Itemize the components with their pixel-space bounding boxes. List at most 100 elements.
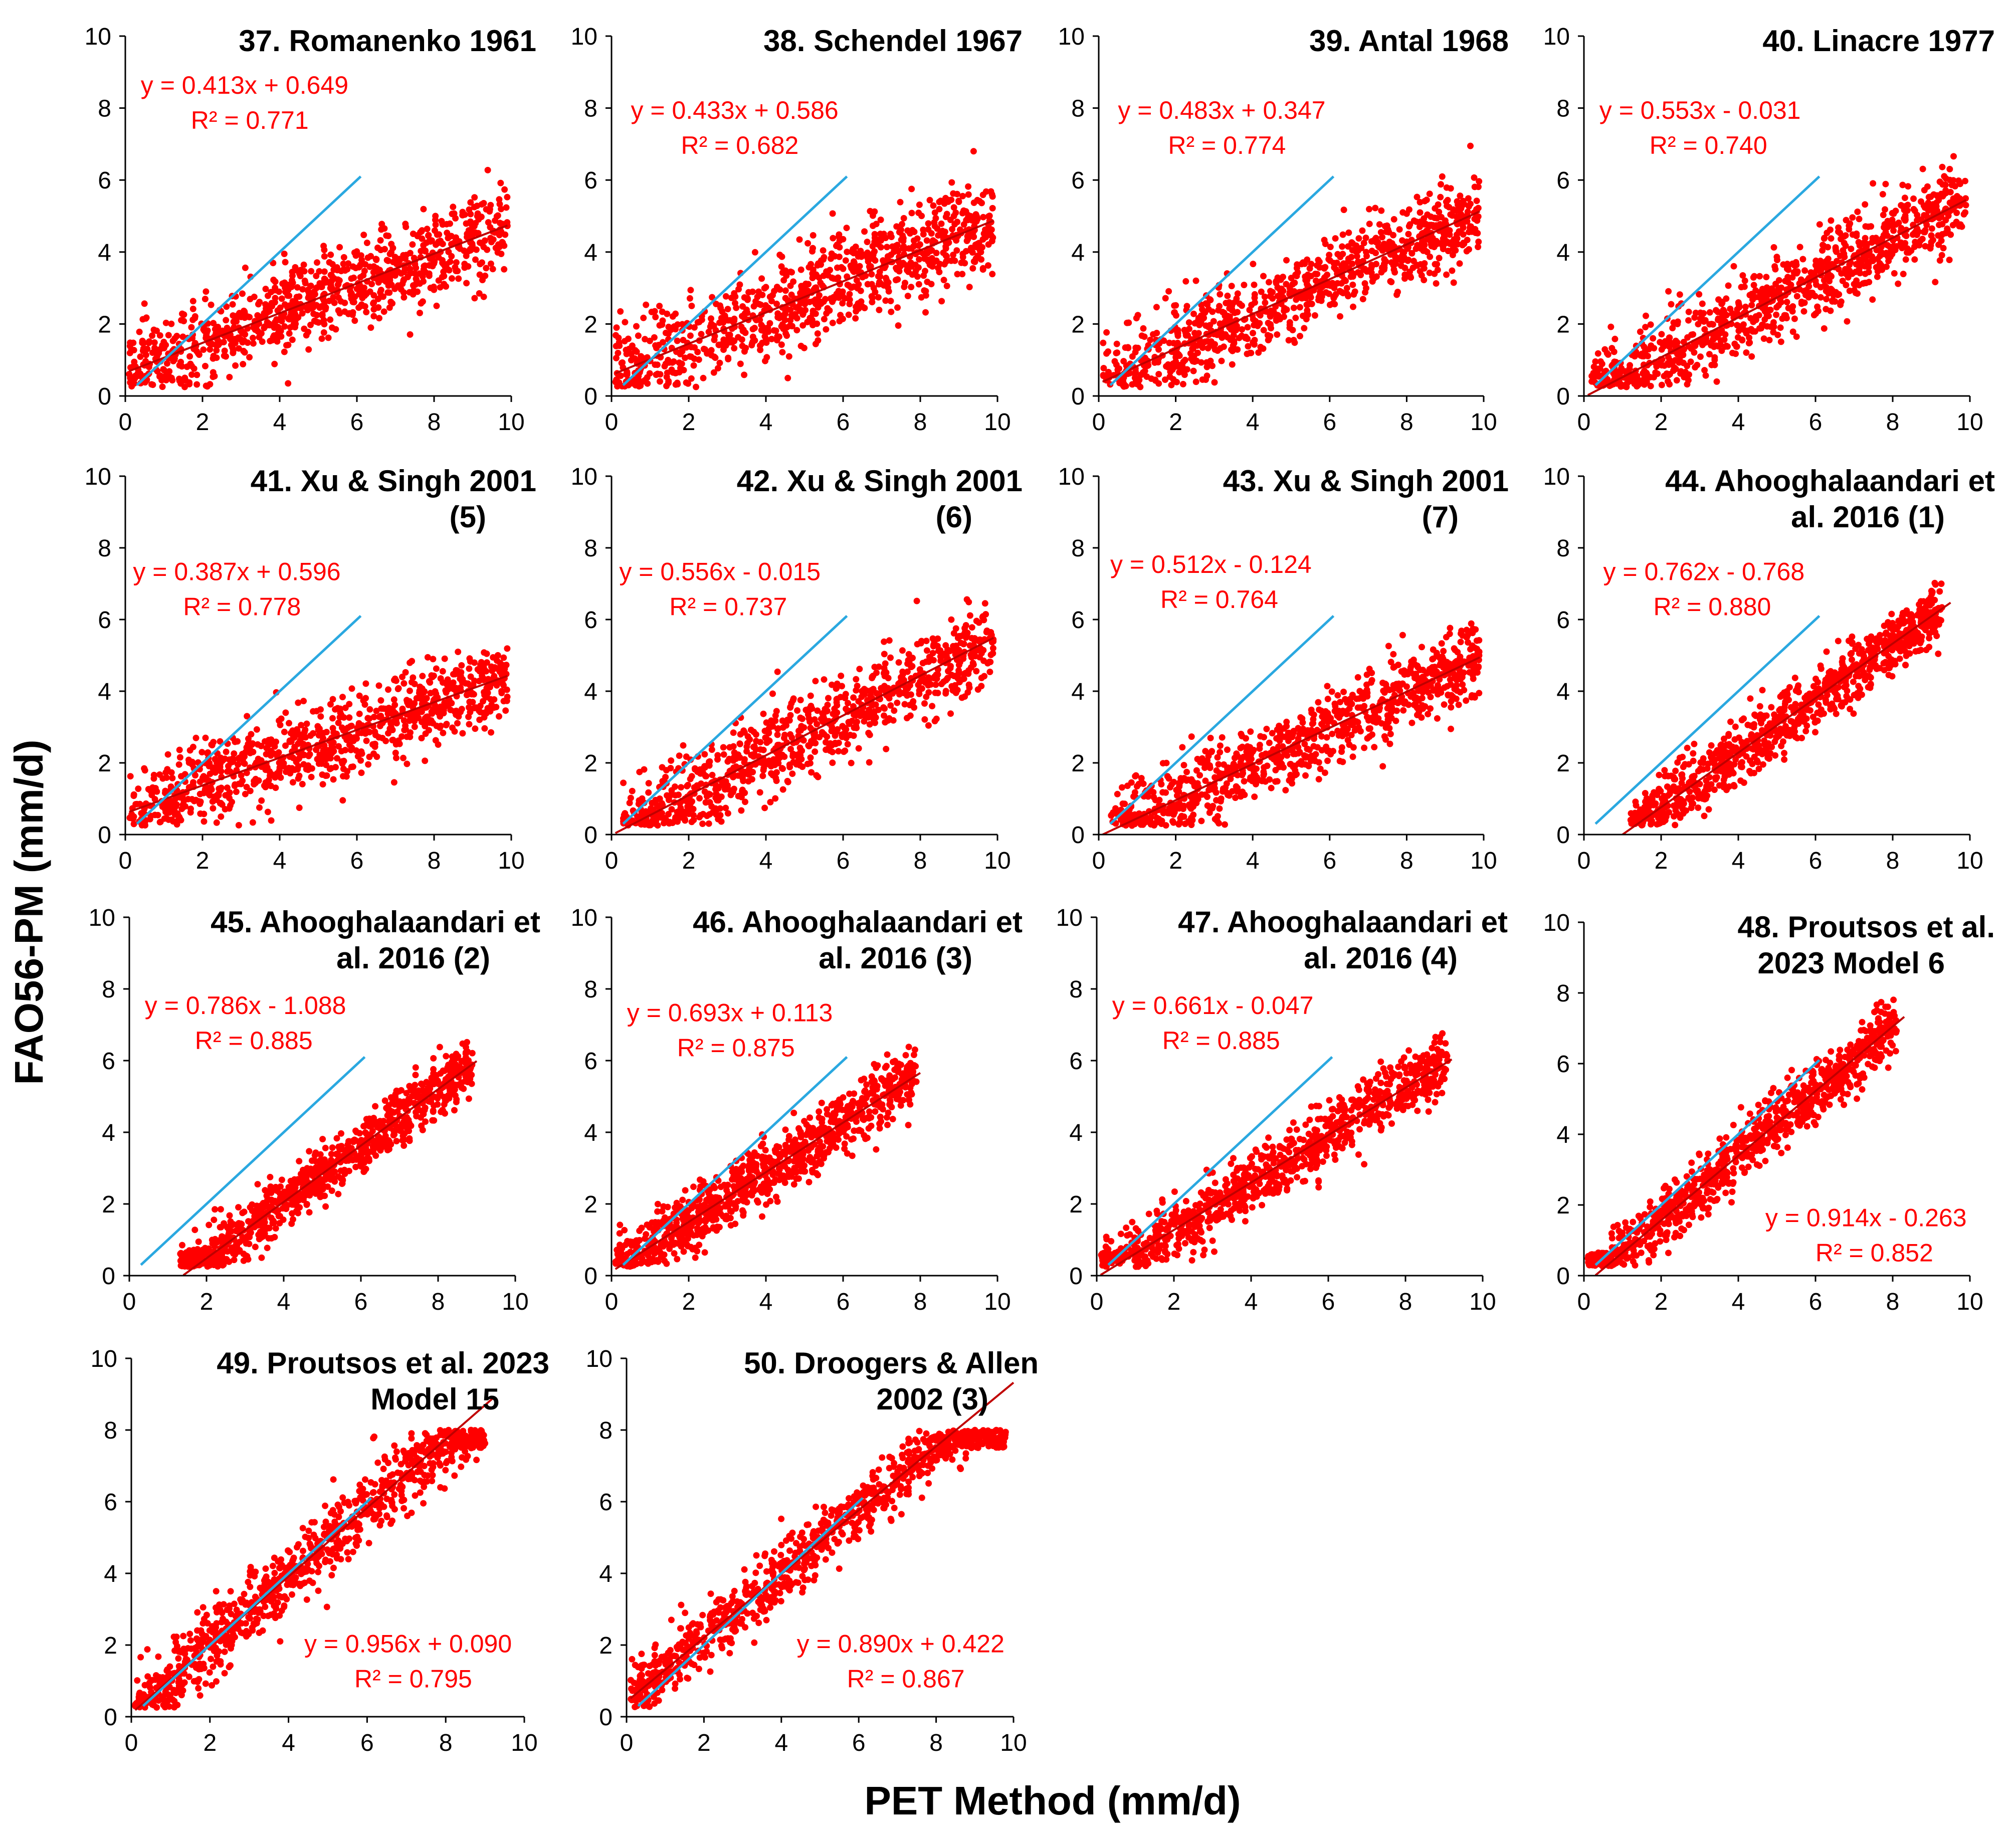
point: [348, 763, 355, 770]
point: [278, 318, 285, 324]
point: [1449, 267, 1456, 274]
point: [1194, 349, 1201, 356]
point: [1816, 221, 1823, 228]
point: [502, 707, 509, 714]
point: [414, 232, 421, 239]
point: [1332, 291, 1339, 298]
point: [196, 790, 204, 797]
point: [640, 314, 647, 321]
point: [842, 691, 849, 698]
scatter-points: [620, 596, 997, 829]
point: [1749, 296, 1756, 303]
point: [844, 741, 851, 748]
point: [330, 776, 337, 783]
point: [1914, 212, 1921, 219]
point: [386, 289, 393, 296]
point: [281, 301, 288, 308]
point: [457, 684, 464, 691]
point: [356, 710, 363, 717]
point: [379, 276, 386, 283]
point: [1622, 368, 1629, 375]
point: [1955, 177, 1962, 184]
point: [252, 326, 259, 333]
point: [852, 315, 859, 322]
point: [172, 795, 179, 802]
point: [162, 319, 169, 326]
point: [1269, 295, 1276, 302]
trendline-equation: y = 0.553x - 0.031: [1599, 96, 1801, 124]
point: [186, 747, 193, 754]
point: [878, 281, 885, 287]
point: [178, 773, 184, 780]
point: [857, 287, 864, 294]
point: [282, 742, 289, 749]
point: [1390, 232, 1396, 239]
point: [251, 293, 258, 300]
point: [370, 313, 377, 320]
point: [213, 819, 220, 826]
point: [886, 637, 893, 644]
point: [393, 754, 399, 761]
point: [463, 220, 470, 227]
point: [349, 298, 356, 305]
point: [281, 728, 288, 735]
point: [256, 334, 263, 341]
point: [1337, 313, 1343, 320]
point: [1608, 345, 1616, 352]
point: [1390, 216, 1397, 223]
point: [709, 294, 716, 301]
point: [1170, 376, 1177, 383]
point: [799, 291, 806, 298]
point: [1669, 325, 1676, 331]
point: [1706, 309, 1713, 316]
point: [438, 218, 445, 225]
point: [1934, 192, 1940, 199]
point: [1312, 271, 1319, 277]
point: [1450, 279, 1457, 286]
point: [751, 249, 758, 256]
point: [1277, 316, 1283, 323]
point: [810, 245, 816, 252]
point: [1666, 334, 1673, 341]
point: [966, 284, 973, 291]
point: [230, 312, 237, 319]
point: [1452, 247, 1459, 254]
point: [1285, 337, 1292, 344]
point: [674, 379, 681, 386]
point: [1895, 280, 1902, 287]
point: [281, 348, 288, 355]
point: [1413, 245, 1420, 252]
point: [1789, 274, 1796, 281]
point: [287, 770, 294, 777]
point: [762, 336, 769, 342]
point: [1648, 342, 1655, 349]
point: [918, 213, 925, 220]
point: [728, 294, 735, 301]
point: [465, 680, 472, 687]
point: [188, 371, 195, 378]
point: [391, 701, 398, 708]
point: [299, 732, 306, 739]
point: [329, 696, 336, 703]
point: [883, 276, 890, 283]
point: [427, 690, 434, 697]
point: [335, 281, 342, 288]
point: [291, 743, 298, 750]
point: [1446, 203, 1453, 211]
point: [1940, 245, 1947, 252]
point: [376, 722, 383, 729]
point: [765, 328, 772, 335]
point: [1891, 270, 1898, 277]
point: [1913, 241, 1919, 248]
point: [316, 757, 323, 764]
point: [382, 737, 389, 744]
point: [1434, 267, 1441, 273]
point: [157, 372, 164, 379]
point: [496, 200, 503, 208]
x-tick-label: 4: [759, 409, 773, 436]
point: [188, 362, 195, 369]
point: [827, 267, 834, 274]
point: [314, 259, 320, 266]
point: [1870, 180, 1877, 187]
point: [1798, 298, 1805, 305]
